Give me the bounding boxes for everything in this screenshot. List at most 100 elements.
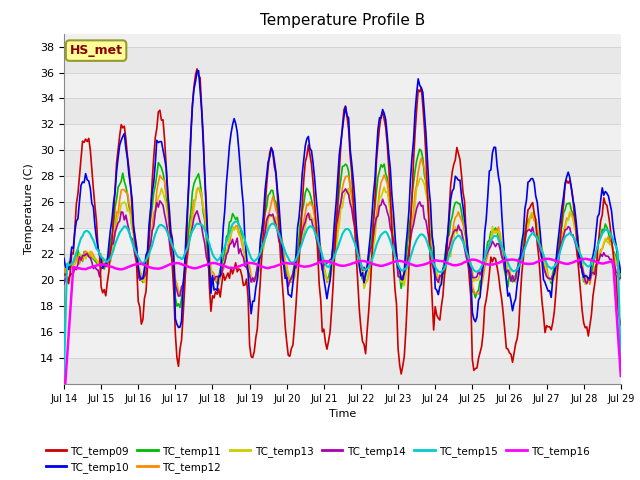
TC_temp14: [164, 228, 172, 234]
TC_temp12: [475, 291, 483, 297]
TC_temp10: [399, 277, 406, 283]
TC_temp15: [232, 218, 239, 224]
Bar: [64, 280, 621, 306]
TC_temp14: [60, 281, 68, 287]
Title: Temperature Profile B: Temperature Profile B: [260, 13, 425, 28]
Line: TC_temp16: TC_temp16: [64, 259, 621, 402]
Y-axis label: Temperature (C): Temperature (C): [24, 163, 35, 254]
TC_temp09: [412, 130, 419, 135]
Bar: [64, 202, 621, 228]
TC_temp15: [164, 230, 172, 236]
TC_temp14: [399, 275, 406, 280]
Bar: [64, 306, 621, 332]
TC_temp09: [397, 371, 405, 377]
TC_temp10: [175, 324, 182, 330]
TC_temp11: [397, 286, 405, 291]
TC_temp15: [397, 267, 405, 273]
Bar: [64, 228, 621, 254]
TC_temp12: [408, 221, 416, 227]
TC_temp09: [164, 186, 172, 192]
TC_temp09: [552, 290, 559, 296]
TC_temp16: [377, 263, 385, 269]
TC_temp10: [380, 110, 388, 116]
Bar: [64, 98, 621, 124]
TC_temp11: [552, 260, 559, 266]
TC_temp12: [396, 273, 403, 279]
TC_temp10: [552, 260, 559, 265]
TC_temp15: [60, 370, 68, 376]
Bar: [64, 176, 621, 202]
TC_temp12: [60, 262, 68, 267]
Bar: [64, 254, 621, 280]
TC_temp15: [379, 230, 387, 236]
Bar: [64, 21, 621, 47]
TC_temp11: [379, 164, 387, 170]
Bar: [64, 47, 621, 72]
Text: HS_met: HS_met: [70, 44, 123, 57]
TC_temp10: [617, 270, 625, 276]
Line: TC_temp10: TC_temp10: [64, 71, 621, 327]
TC_temp13: [164, 212, 172, 218]
TC_temp11: [164, 204, 172, 209]
TC_temp12: [417, 155, 425, 161]
X-axis label: Time: Time: [329, 409, 356, 419]
TC_temp11: [416, 146, 424, 152]
TC_temp13: [178, 289, 186, 295]
TC_temp13: [76, 250, 83, 256]
TC_temp10: [412, 109, 419, 115]
TC_temp14: [380, 201, 388, 207]
Legend: TC_temp09, TC_temp10, TC_temp11, TC_temp12, TC_temp13, TC_temp14, TC_temp15, TC_: TC_temp09, TC_temp10, TC_temp11, TC_temp…: [42, 442, 594, 477]
TC_temp12: [76, 261, 83, 267]
Line: TC_temp11: TC_temp11: [64, 149, 621, 308]
Bar: [64, 358, 621, 384]
TC_temp16: [76, 265, 83, 271]
Line: TC_temp13: TC_temp13: [64, 179, 621, 292]
TC_temp11: [60, 262, 68, 267]
TC_temp09: [60, 272, 68, 278]
Line: TC_temp15: TC_temp15: [64, 221, 621, 373]
TC_temp09: [379, 109, 387, 115]
TC_temp14: [175, 293, 182, 299]
TC_temp09: [617, 322, 625, 328]
Line: TC_temp09: TC_temp09: [64, 69, 621, 374]
TC_temp11: [617, 273, 625, 279]
TC_temp16: [550, 258, 558, 264]
TC_temp10: [195, 68, 202, 73]
Bar: [64, 124, 621, 150]
TC_temp12: [164, 195, 172, 201]
TC_temp16: [617, 373, 625, 379]
TC_temp13: [552, 266, 559, 272]
TC_temp09: [76, 173, 83, 179]
TC_temp13: [410, 216, 417, 222]
TC_temp12: [552, 267, 559, 273]
TC_temp10: [164, 190, 172, 195]
TC_temp12: [377, 180, 385, 185]
TC_temp09: [399, 363, 406, 369]
Bar: [64, 332, 621, 358]
TC_temp16: [544, 256, 552, 262]
TC_temp13: [379, 190, 387, 195]
TC_temp13: [617, 269, 625, 275]
TC_temp11: [410, 180, 417, 185]
TC_temp10: [76, 198, 83, 204]
Line: TC_temp14: TC_temp14: [64, 189, 621, 296]
TC_temp14: [412, 213, 419, 219]
Bar: [64, 150, 621, 176]
TC_temp15: [617, 367, 625, 372]
TC_temp13: [397, 279, 405, 285]
TC_temp11: [76, 256, 83, 262]
TC_temp14: [617, 274, 625, 280]
Line: TC_temp12: TC_temp12: [64, 158, 621, 294]
Bar: [64, 72, 621, 98]
TC_temp09: [193, 66, 201, 72]
TC_temp12: [617, 269, 625, 275]
TC_temp16: [164, 263, 172, 268]
TC_temp14: [76, 254, 83, 260]
TC_temp14: [552, 265, 559, 271]
TC_temp16: [60, 399, 68, 405]
TC_temp15: [76, 240, 83, 246]
TC_temp14: [342, 186, 349, 192]
TC_temp16: [396, 258, 403, 264]
TC_temp13: [417, 176, 425, 181]
TC_temp13: [60, 264, 68, 270]
